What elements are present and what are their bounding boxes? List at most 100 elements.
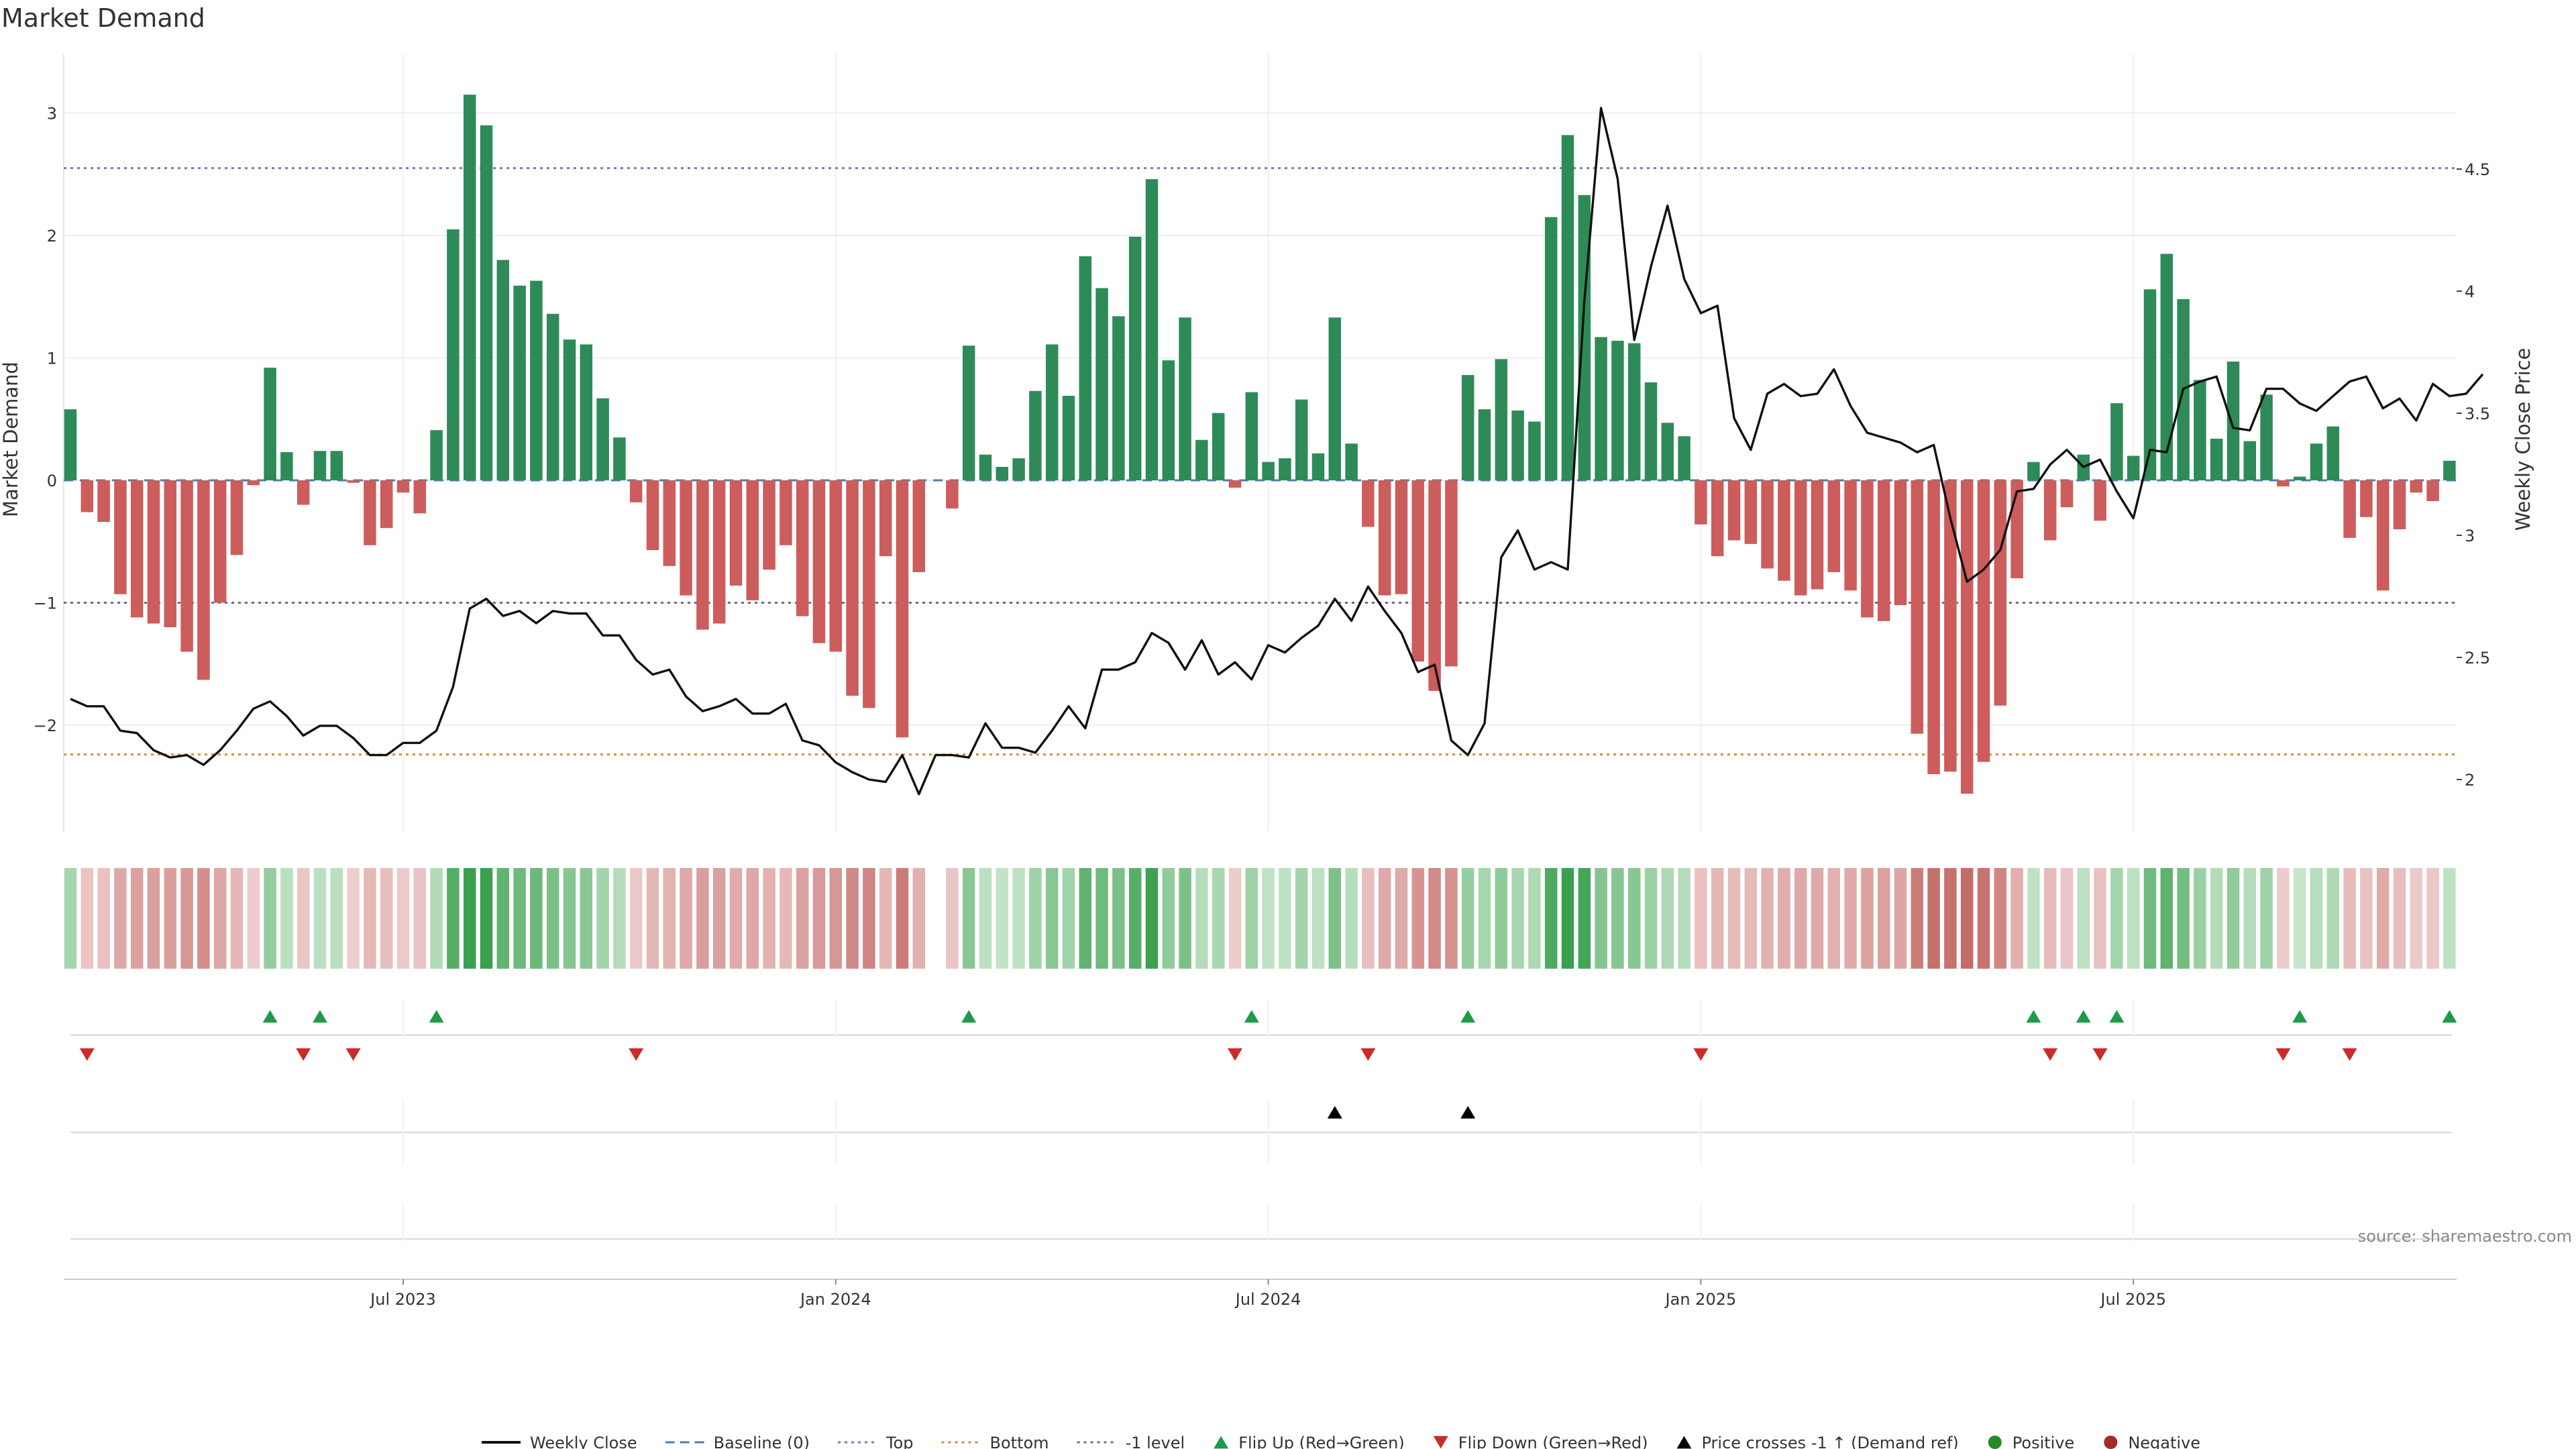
heat-cell — [1495, 868, 1508, 969]
demand-bar — [313, 451, 327, 480]
demand-bars — [64, 95, 2456, 794]
y-axis-label: Market Demand — [0, 362, 22, 517]
legend: Weekly Close Baseline (0) Top Bottom -1 leve… — [482, 1434, 2200, 1449]
demand-bar — [1362, 480, 1375, 527]
demand-bar — [1811, 480, 1824, 590]
legend-label: Positive — [2012, 1434, 2075, 1449]
demand-bar — [2326, 426, 2340, 480]
heat-cell — [1977, 868, 1990, 969]
legend-label: Weekly Close — [530, 1434, 637, 1449]
demand-bar — [396, 480, 410, 493]
demand-bar — [1561, 135, 1574, 481]
y2-tick-label: 2 — [2465, 771, 2475, 790]
flip-up-marker — [2109, 1010, 2125, 1023]
heat-cell — [1544, 868, 1558, 969]
demand-bar — [430, 430, 443, 480]
heat-cell — [2426, 868, 2439, 969]
heat-cell — [130, 868, 144, 969]
demand-bar — [447, 229, 460, 480]
heat-cell — [2010, 868, 2023, 969]
demand-bar — [530, 280, 543, 480]
demand-bar — [1927, 480, 1940, 774]
legend-swatch — [1433, 1436, 1448, 1449]
demand-bar — [2194, 380, 2206, 480]
demand-bar — [2410, 480, 2423, 493]
heat-cell — [297, 868, 310, 969]
flip-down-marker — [2275, 1048, 2291, 1061]
x-tick-label: Jul 2025 — [2099, 1290, 2166, 1309]
heat-cell — [1511, 868, 1524, 969]
legend-item-5: Flip Up (Red→Green) — [1214, 1434, 1405, 1449]
x-tick-label: Jan 2024 — [799, 1290, 871, 1309]
heat-cell — [2410, 868, 2423, 969]
demand-bar — [796, 480, 809, 616]
heat-cell — [2077, 868, 2090, 969]
heat-cell — [413, 868, 427, 969]
demand-bar — [1495, 359, 1508, 480]
reference-levels — [64, 167, 2457, 756]
heat-cell — [1045, 868, 1059, 969]
demand-bar — [1894, 480, 1907, 606]
demand-bar — [1162, 360, 1175, 480]
flip-up-marker — [961, 1010, 977, 1023]
flip-up-markers — [262, 1010, 2457, 1023]
heat-cell — [1927, 868, 1940, 969]
heat-cell — [2194, 868, 2206, 969]
heat-cell — [2160, 868, 2174, 969]
heat-cell — [2310, 868, 2323, 969]
demand-bar — [180, 480, 193, 652]
y-tick-label: 2 — [47, 227, 57, 246]
y2-tick-label: 4.5 — [2465, 160, 2490, 179]
heat-cell — [313, 868, 327, 969]
heat-cell — [1461, 868, 1474, 969]
heat-cell — [912, 868, 926, 969]
demand-bar — [1960, 480, 1974, 794]
heat-cell — [680, 868, 692, 969]
heat-cell — [513, 868, 526, 969]
demand-bar — [413, 480, 427, 514]
heat-cell — [580, 868, 593, 969]
demand-bar — [1145, 179, 1159, 480]
heat-cell — [1994, 868, 2007, 969]
flip-up-marker — [1244, 1010, 1259, 1023]
heat-cell — [863, 868, 875, 969]
legend-item-3: Bottom — [941, 1434, 1049, 1449]
demand-bar — [812, 480, 826, 643]
flip-down-marker — [1228, 1048, 1242, 1061]
heat-cell — [1861, 868, 1874, 969]
demand-bar — [2143, 289, 2157, 480]
demand-bar — [1012, 458, 1025, 480]
flip-down-marker — [79, 1048, 95, 1061]
demand-bar — [1678, 436, 1690, 480]
demand-bar — [1345, 443, 1358, 480]
heat-cell — [1162, 868, 1175, 969]
heat-cell — [80, 868, 94, 969]
heat-cell — [1262, 868, 1275, 969]
heat-cell — [380, 868, 393, 969]
demand-bar — [2360, 480, 2373, 517]
demand-bar — [1877, 480, 1890, 621]
heat-cell — [264, 868, 276, 969]
demand-bar — [2110, 403, 2123, 480]
heat-cell — [2210, 868, 2223, 969]
heat-cell — [646, 868, 659, 969]
heat-cell — [2326, 868, 2340, 969]
demand-bar — [829, 480, 843, 652]
demand-bar — [1378, 480, 1391, 596]
price-cross-marker — [1327, 1106, 1342, 1119]
heat-cell — [496, 868, 510, 969]
demand-bar — [64, 409, 77, 480]
demand-bar — [1727, 480, 1741, 541]
demand-bar — [1461, 375, 1474, 480]
heat-cell — [396, 868, 410, 969]
heat-cell — [2293, 868, 2306, 969]
flip-down-marker — [296, 1048, 311, 1061]
flip-up-marker — [2076, 1010, 2091, 1023]
demand-bar — [230, 480, 244, 555]
demand-bar — [712, 480, 726, 624]
heat-cell — [197, 868, 210, 969]
heat-cell — [247, 868, 260, 969]
demand-bar — [164, 480, 177, 627]
demand-bar — [247, 480, 260, 486]
y-tick-label: 1 — [47, 350, 57, 368]
